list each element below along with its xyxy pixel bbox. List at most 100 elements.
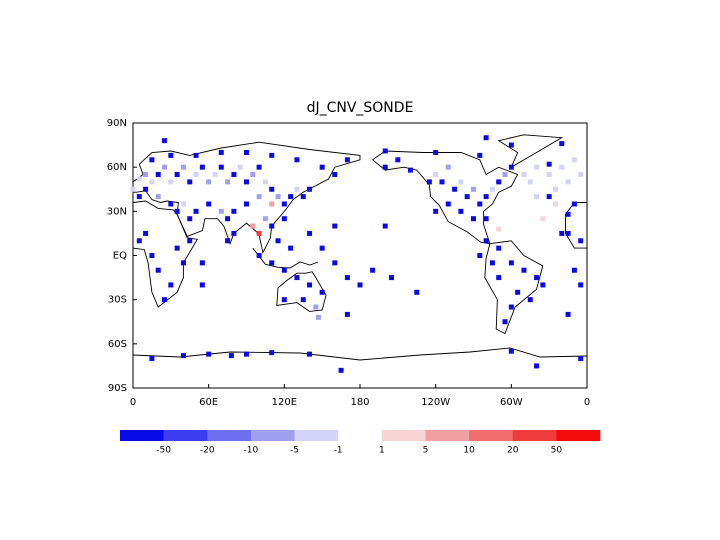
data-cell — [174, 245, 180, 251]
colorbar-swatch — [163, 430, 208, 441]
data-cell — [281, 216, 287, 222]
coastline — [565, 202, 587, 249]
data-cell — [180, 201, 186, 207]
data-cell — [180, 260, 186, 266]
data-cell — [143, 186, 149, 192]
data-cell — [508, 164, 514, 170]
data-cell — [546, 161, 552, 167]
data-cell — [489, 260, 495, 266]
chart-title: dJ_CNV_SONDE — [307, 100, 414, 116]
data-cell — [508, 260, 514, 266]
data-cell — [294, 157, 300, 163]
data-cell — [565, 311, 571, 317]
data-cell — [281, 267, 287, 273]
colorbar-swatch — [469, 430, 514, 441]
data-cell — [578, 238, 584, 244]
colorbar-label: -50 — [156, 446, 171, 456]
data-cell — [483, 135, 489, 141]
data-cell — [534, 363, 540, 369]
data-cell — [231, 230, 237, 236]
y-tick-label: EQ — [113, 251, 127, 262]
data-cell — [244, 149, 249, 155]
data-cell — [552, 186, 558, 192]
data-cell — [458, 208, 464, 214]
data-cell — [300, 194, 306, 200]
x-tick-label: 0 — [130, 397, 136, 408]
data-cell — [571, 201, 577, 207]
data-cell — [521, 172, 527, 178]
colorbar-label: -1 — [334, 446, 343, 456]
data-cell — [344, 157, 350, 163]
data-cell — [288, 194, 294, 200]
data-cell — [319, 289, 325, 295]
data-cell — [307, 282, 313, 288]
data-cell — [578, 172, 584, 178]
data-cell — [250, 172, 256, 178]
colorbar-swatch — [207, 430, 252, 441]
data-cell — [313, 304, 319, 310]
data-cell — [262, 216, 268, 222]
data-cell — [225, 216, 231, 222]
data-cell — [521, 267, 527, 273]
data-cell — [256, 253, 262, 258]
data-cell — [130, 186, 136, 192]
data-cell — [578, 282, 584, 288]
coastline — [132, 200, 199, 308]
data-cell — [162, 297, 168, 303]
data-cell — [489, 186, 495, 192]
data-cell — [218, 164, 224, 170]
data-cell — [199, 164, 205, 170]
data-cell — [382, 164, 388, 170]
data-cell — [206, 201, 212, 207]
data-cell — [155, 194, 161, 200]
data-cell — [508, 142, 514, 148]
data-cell — [307, 230, 313, 236]
data-cell — [344, 275, 350, 281]
data-cell — [565, 230, 571, 236]
data-cell — [319, 164, 325, 170]
data-cell — [168, 282, 174, 288]
data-cell — [496, 226, 502, 232]
y-tick-label: 90N — [107, 118, 127, 129]
data-cell — [149, 356, 155, 362]
data-cell — [155, 267, 161, 273]
data-cell — [256, 230, 262, 236]
data-cell — [180, 164, 186, 170]
data-cell — [496, 245, 502, 251]
colorbar-swatch — [338, 430, 383, 441]
data-cell — [508, 304, 514, 310]
data-cell — [546, 172, 552, 178]
data-cell — [445, 164, 451, 170]
data-cell — [315, 314, 321, 320]
data-cell — [206, 351, 212, 357]
data-cell — [426, 179, 432, 185]
data-cell — [269, 201, 275, 207]
data-cell — [307, 351, 313, 357]
data-cell — [319, 245, 325, 251]
data-cell — [527, 179, 533, 185]
data-cell — [477, 152, 483, 158]
data-cell — [445, 201, 451, 207]
data-cell — [300, 297, 306, 303]
data-cell — [180, 353, 186, 359]
colorbar-label: 20 — [507, 446, 519, 456]
data-cell — [199, 282, 205, 288]
coastline — [276, 271, 327, 312]
data-cell — [294, 275, 300, 281]
data-cell — [162, 138, 168, 144]
data-cell — [187, 179, 193, 185]
data-cell — [136, 176, 142, 182]
x-tick-label: 120W — [421, 397, 450, 408]
data-cell — [136, 194, 142, 200]
coastline — [132, 347, 588, 361]
data-cell — [218, 149, 224, 155]
data-cell — [256, 164, 262, 170]
data-cell — [307, 186, 313, 192]
data-cell — [155, 172, 161, 178]
data-cell — [174, 208, 180, 214]
data-cell — [496, 275, 502, 281]
data-cell — [193, 172, 199, 178]
data-cell — [228, 353, 234, 359]
data-cell — [483, 216, 489, 222]
